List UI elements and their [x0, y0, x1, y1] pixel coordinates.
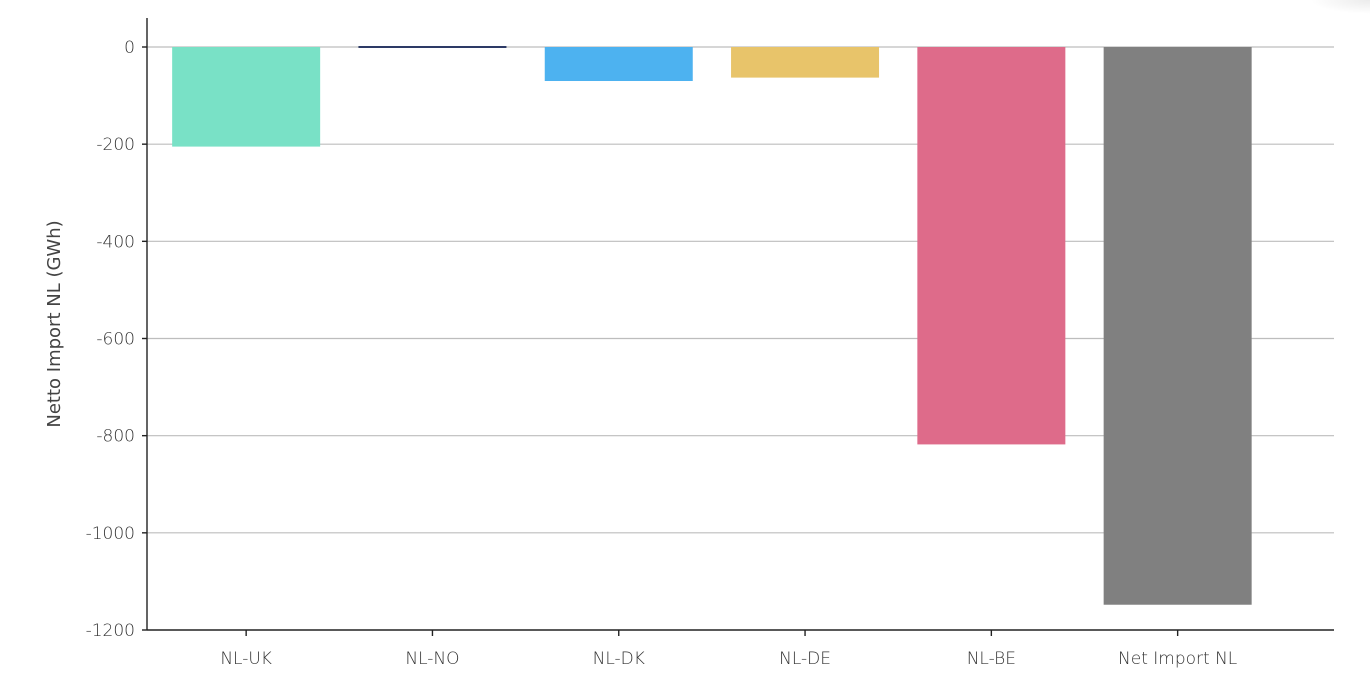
axes: [146, 18, 1334, 631]
y-tick-label: -800: [96, 427, 135, 447]
x-tick-label: Net Import NL: [1118, 649, 1237, 669]
bar-nl-de: [731, 47, 880, 78]
y-tick-labels: 0 -200 -400 -600 -800 -1000 -1200: [86, 38, 147, 641]
x-tick-label: NL-DE: [779, 649, 831, 669]
x-tick-labels: NL-UK NL-NO NL-DK NL-DE NL-BE Net Import NL: [220, 630, 1237, 669]
y-tick-label: -600: [96, 330, 135, 350]
y-axis-title: Netto Import NL (GWh): [44, 220, 65, 427]
bars: [172, 46, 1252, 605]
corner-shadow: [1310, 0, 1370, 14]
bar-net-import-nl: [1103, 47, 1252, 605]
y-tick-label: -200: [96, 135, 135, 155]
y-tick-label: -400: [96, 232, 135, 252]
bar-nl-dk: [544, 47, 693, 82]
x-tick-label: NL-DK: [593, 649, 645, 669]
x-tick-label: NL-UK: [220, 649, 272, 669]
y-tick-label: -1000: [86, 524, 135, 544]
bar-nl-uk: [172, 47, 321, 147]
bar-nl-be: [917, 47, 1066, 445]
y-tick-label: 0: [124, 38, 135, 58]
y-tick-label: -1200: [86, 621, 135, 641]
x-tick-label: NL-NO: [405, 649, 459, 669]
bar-nl-no: [358, 46, 507, 48]
x-tick-label: NL-BE: [967, 649, 1016, 669]
